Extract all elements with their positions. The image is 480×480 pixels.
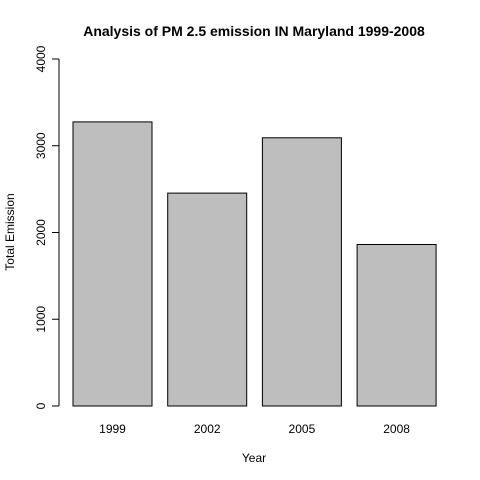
chart-title: Analysis of PM 2.5 emission IN Maryland … [83, 23, 425, 39]
x-tick-label: 2005 [289, 422, 316, 436]
y-tick-label: 2000 [34, 219, 48, 246]
bar-2002 [167, 192, 248, 407]
y-axis: 0 1000 2000 3000 4000 [34, 45, 60, 409]
x-tick-labels: 1999 2002 2005 2008 [99, 422, 410, 436]
x-tick-label: 1999 [99, 422, 126, 436]
x-tick-label: 2008 [383, 422, 410, 436]
x-tick-label: 2002 [194, 422, 221, 436]
bar-1999 [72, 121, 153, 407]
bar-2005 [261, 137, 342, 407]
y-tick-label: 1000 [34, 306, 48, 333]
y-tick-label: 3000 [34, 132, 48, 159]
x-axis-label: Year [242, 451, 266, 465]
y-tick-label: 4000 [34, 45, 48, 72]
y-tick-label: 0 [34, 402, 48, 409]
bars-group [72, 121, 437, 407]
bar-2008 [356, 244, 437, 407]
y-axis-label: Total Emission [3, 193, 17, 270]
